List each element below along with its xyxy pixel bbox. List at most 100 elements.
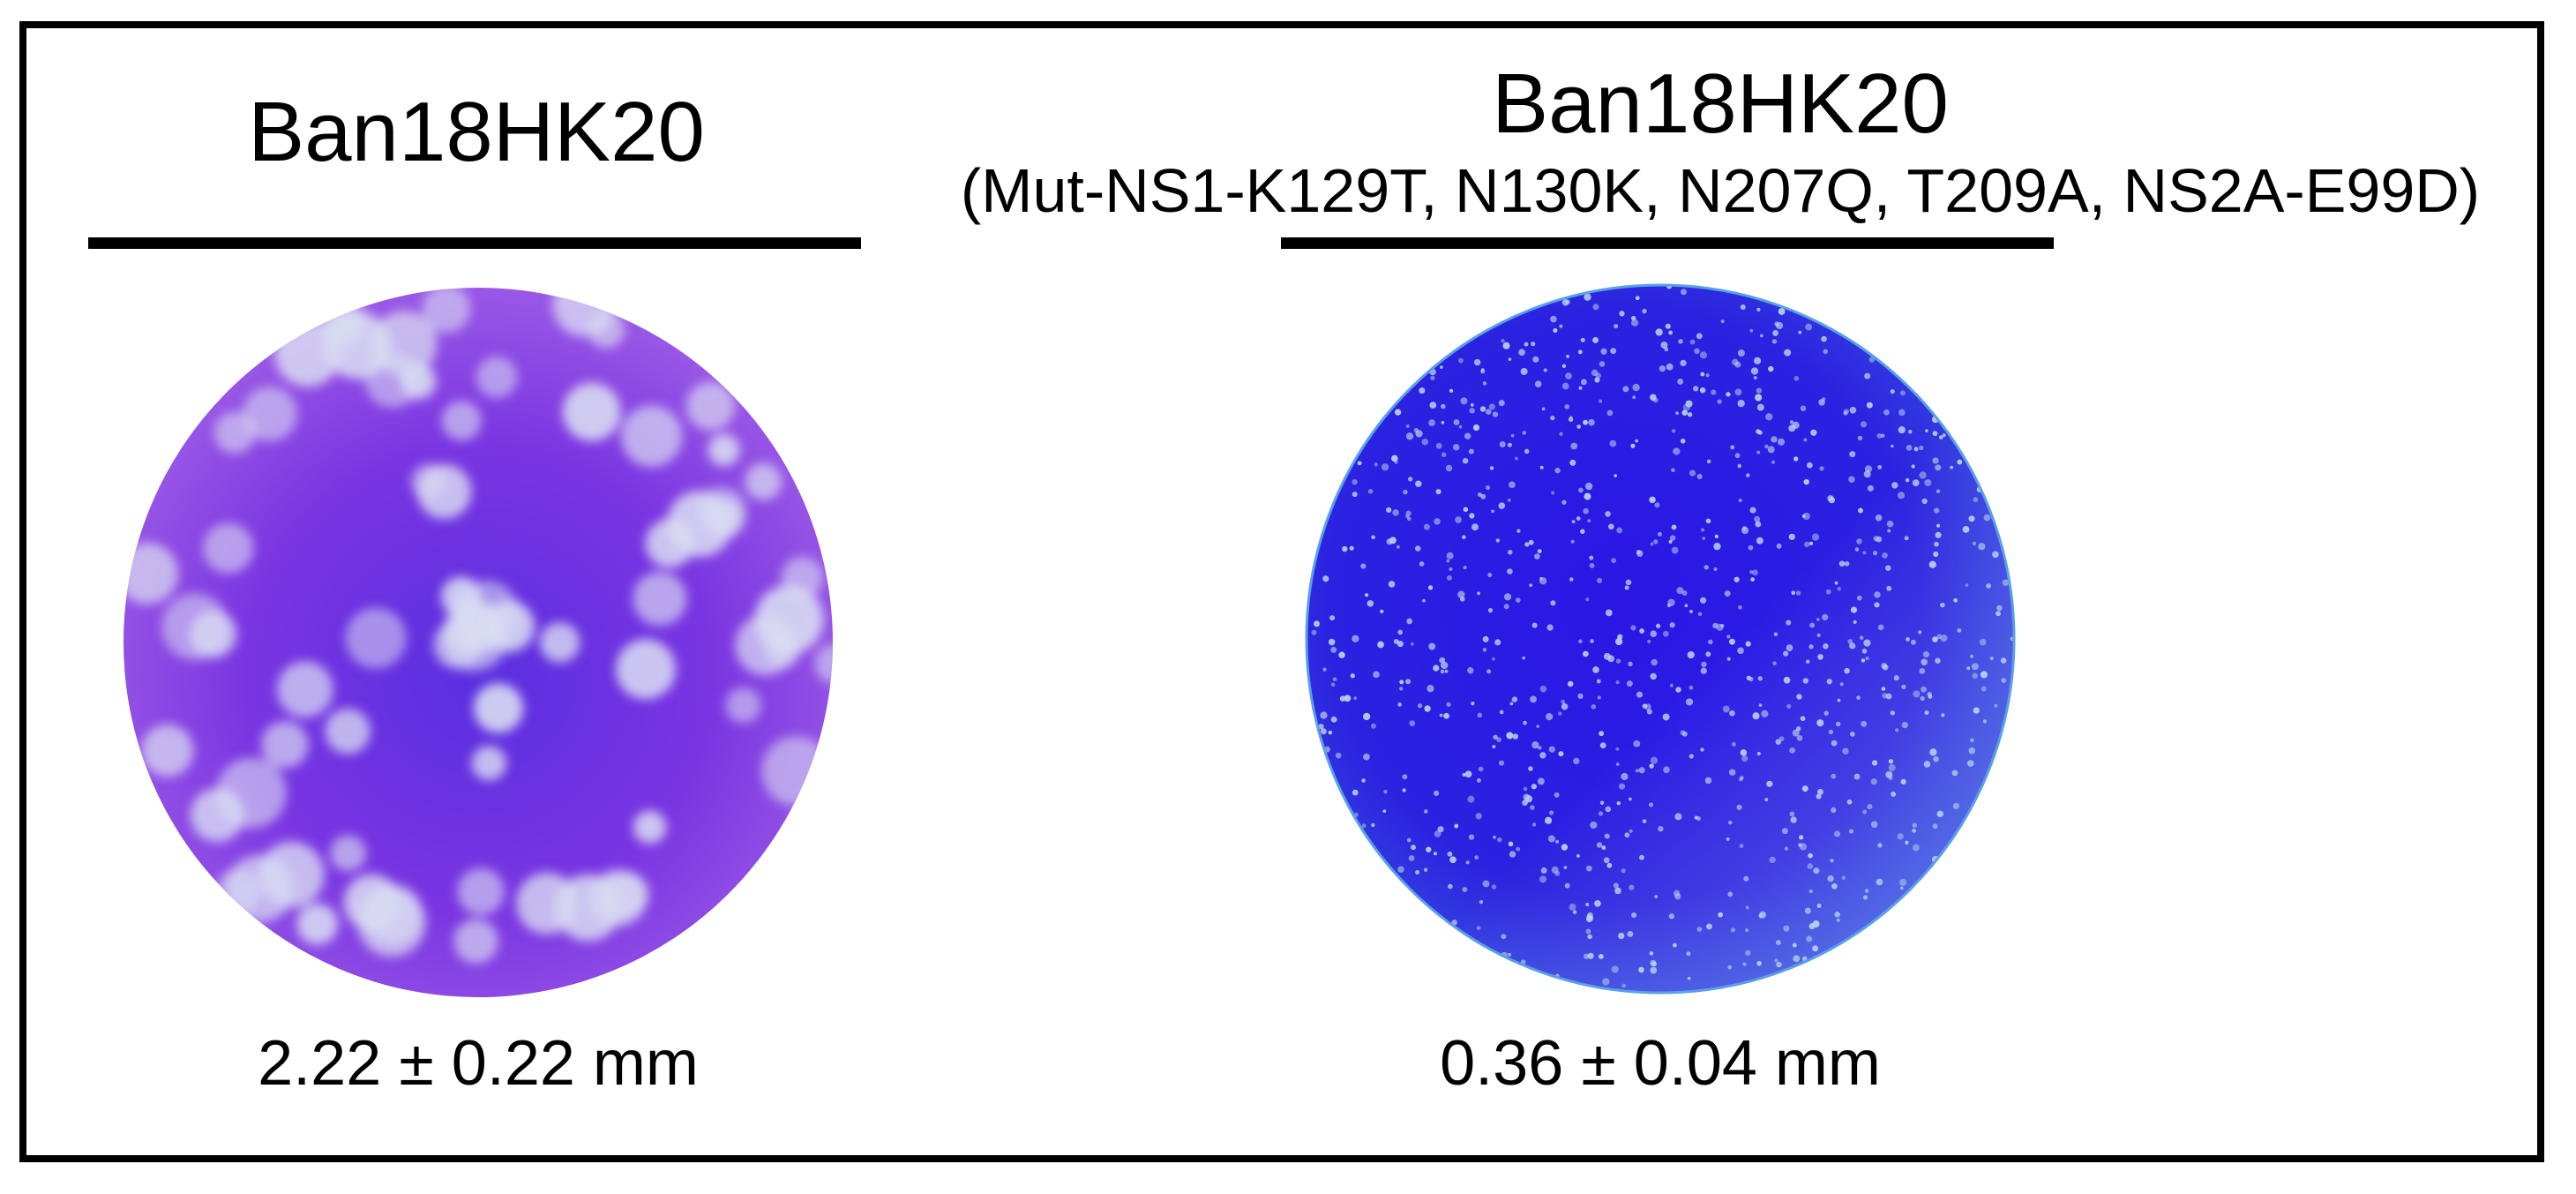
plaque-spot: [1488, 403, 1495, 410]
plaque-spot: [1992, 551, 1999, 559]
plaque-spot: [1798, 835, 1804, 840]
plaque-spot: [1953, 597, 1958, 603]
plaque-spot: [1539, 577, 1547, 585]
plaque-spot: [1816, 788, 1823, 795]
plaque-spot: [1646, 709, 1652, 715]
plaque-spot: [1836, 918, 1840, 922]
plaque-spot: [1746, 473, 1750, 477]
plaque-spot: [1596, 679, 1601, 684]
plaque-spot: [1700, 667, 1707, 674]
plaque-spot: [1792, 942, 1797, 948]
plaque-spot: [1629, 884, 1635, 890]
plaque-spot: [1339, 695, 1346, 702]
plaque-spot: [1808, 890, 1813, 894]
plaque-spot: [1971, 663, 1979, 671]
plaque-spot: [1558, 751, 1564, 757]
plaque-spot: [1573, 757, 1580, 765]
plaque-spot: [1856, 595, 1862, 601]
plaque-spot: [1778, 308, 1786, 315]
plaque-spot: [1658, 531, 1662, 537]
plaque-spot: [1793, 955, 1801, 963]
plaque-spot: [1696, 927, 1703, 932]
plaque-spot: [1584, 953, 1590, 959]
plaque-spot: [1428, 642, 1436, 650]
plaque-spot: [1462, 535, 1466, 539]
plaque-spot: [1881, 687, 1886, 691]
plaque-spot: [1784, 349, 1792, 357]
plaque-spot: [1934, 541, 1939, 547]
plaque-spot: [1924, 478, 1932, 486]
plaque-spot: [242, 387, 298, 442]
plaque-spot: [1722, 705, 1730, 713]
plaque-spot: [1712, 622, 1719, 629]
plaque-spot: [1697, 612, 1703, 617]
plaque-spot: [1888, 763, 1896, 771]
plaque-spot: [1867, 484, 1874, 492]
plaque-spot: [1494, 639, 1501, 646]
plaque-spot: [1788, 533, 1795, 540]
plaque-spot: [1470, 402, 1474, 407]
plaque-spot: [1604, 833, 1610, 839]
plaque-spot: [1932, 636, 1938, 642]
panel-2-subtitle: (Mut-NS1-K129T, N130K, N207Q, T209A, NS2…: [960, 156, 2481, 225]
plaque-spot: [685, 381, 735, 431]
plaque-spot: [1826, 679, 1832, 685]
plaque-spot: [1467, 795, 1475, 803]
plaque-spot: [1848, 829, 1854, 834]
plaque-spot: [1680, 439, 1686, 444]
plaque-spot: [1671, 546, 1679, 554]
plaque-spot: [1966, 760, 1974, 767]
plaque-spot: [1622, 386, 1629, 393]
plaque-spot: [1446, 574, 1452, 581]
plaque-spot: [1662, 630, 1669, 637]
plaque-spot: [1451, 920, 1457, 926]
plaque-spot: [1706, 923, 1712, 930]
plaque-spot: [1581, 379, 1587, 386]
plaque-spot: [1696, 333, 1703, 340]
plaque-spot: [1559, 432, 1563, 436]
plaque-spot: [457, 867, 505, 916]
plaque-spot: [1563, 866, 1568, 869]
plaque-spot: [1912, 822, 1918, 828]
plaque-spot: [1496, 737, 1501, 743]
plaque-spot: [1822, 397, 1826, 402]
plaque-spot: [1476, 926, 1481, 930]
plaque-spot: [1642, 308, 1647, 314]
plaque-spot: [2000, 657, 2007, 664]
plaque-spot: [1630, 443, 1636, 448]
plaque-spot: [1969, 738, 1974, 743]
plaque-spot: [1492, 745, 1496, 749]
plaque-spot: [1885, 770, 1893, 778]
plaque-spot: [1397, 702, 1402, 707]
plaque-spot: [814, 643, 833, 684]
plaque-spot: [1714, 534, 1719, 539]
plaque-spot: [1805, 659, 1810, 665]
plaque-spot: [1487, 608, 1494, 613]
plaque-spot: [1374, 462, 1378, 467]
panel-1-underline: [88, 237, 861, 249]
plaque-spot: [1468, 448, 1474, 454]
plaque-spot: [1624, 832, 1630, 838]
plaque-spot: [1941, 713, 1945, 717]
plaque-spot: [1756, 537, 1764, 544]
plaque-spot: [1509, 481, 1516, 489]
plaque-spot: [1344, 695, 1352, 702]
plaque-spot: [296, 904, 338, 945]
plaque-spot: [1665, 323, 1671, 329]
plaque-spot: [1522, 431, 1527, 435]
plaque-spot: [1405, 424, 1410, 428]
plaque-spot: [1850, 732, 1855, 737]
plaque-spot: [1757, 430, 1763, 435]
plaque-spot: [1989, 656, 1994, 661]
plaque-spot: [1621, 983, 1627, 988]
plaque-spot: [1932, 823, 1938, 830]
plaque-spot: [1455, 516, 1462, 523]
plaque-spot: [1874, 602, 1880, 608]
plaque-spot: [1628, 661, 1633, 667]
plaque-spot: [1905, 477, 1910, 483]
plaque-spot: [1596, 842, 1603, 848]
plaque-spot: [1320, 711, 1328, 719]
plaque-spot: [1393, 638, 1399, 644]
plaque-spot: [1868, 357, 1876, 363]
plaque-spot: [1567, 680, 1574, 687]
